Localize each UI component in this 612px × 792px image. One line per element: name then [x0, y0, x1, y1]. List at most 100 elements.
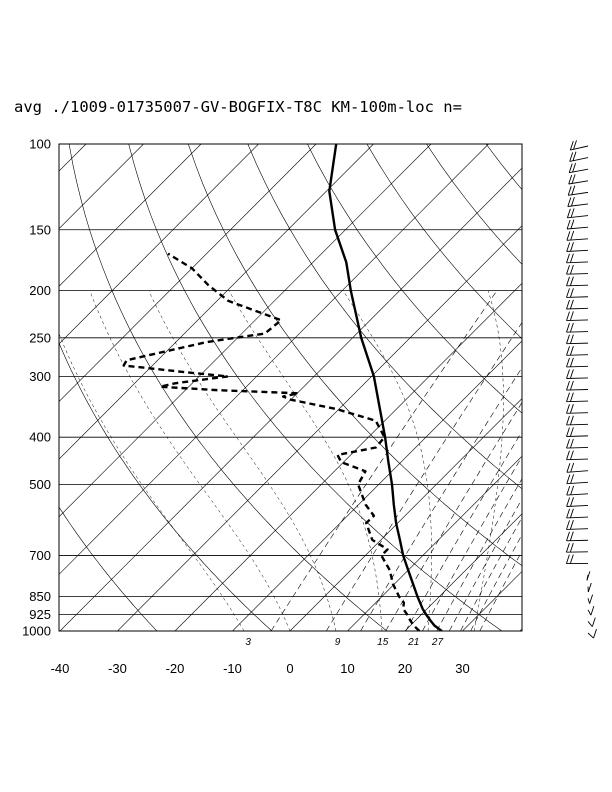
- wind-barb: [566, 520, 589, 530]
- temperature-tick-label: 30: [455, 661, 469, 676]
- isotherm-line: [519, 628, 522, 631]
- temperature-tick-label: -30: [108, 661, 127, 676]
- moist-adiabat-line: [228, 290, 383, 631]
- wind-barb-staff: [568, 180, 589, 185]
- wind-barb: [587, 617, 596, 627]
- wind-barb-feather: [569, 554, 574, 564]
- wind-barb-feather: [590, 605, 595, 616]
- wind-barb-feather: [570, 219, 575, 229]
- wind-barb-feather: [569, 508, 574, 518]
- isotherm-line: [347, 455, 522, 631]
- mixing-ratio-line: [449, 498, 522, 631]
- dewpoint-profile-line: [122, 252, 421, 631]
- wind-barb: [566, 219, 589, 230]
- mixing-ratio-line: [270, 290, 498, 631]
- pressure-axis-labels: 100 150 200 250 300 400 500 700 850 925 1000: [22, 137, 51, 639]
- wind-barb-feather: [569, 438, 574, 449]
- wind-barb: [566, 450, 589, 461]
- wind-barb-feather: [566, 438, 570, 449]
- wind-barb-feather: [569, 264, 574, 275]
- pressure-tick-label: 200: [29, 283, 51, 298]
- wind-barb-feather: [569, 299, 574, 309]
- wind-barb-feather: [566, 334, 570, 344]
- wind-barb-staff: [569, 168, 589, 174]
- wind-barb-feather: [566, 450, 570, 460]
- wind-barb-feather: [572, 162, 577, 173]
- wind-barb-feather: [569, 322, 574, 333]
- moist-adiabat-line: [342, 290, 432, 631]
- moist-adiabat-lines: [59, 290, 504, 631]
- wind-barb-staff: [566, 377, 589, 379]
- wind-barb-feather: [566, 415, 570, 426]
- pressure-tick-label: 100: [29, 137, 51, 152]
- dry-adiabat-line: [485, 144, 522, 191]
- wind-barb-feather: [566, 288, 570, 298]
- wind-barb-feather: [569, 392, 574, 402]
- wind-barb-staff: [566, 238, 589, 241]
- mixing-ratio-line: [436, 478, 522, 631]
- wind-barb: [569, 151, 589, 162]
- wind-barb: [566, 208, 589, 219]
- wind-barb: [566, 438, 589, 449]
- wind-barb-feather: [566, 531, 570, 541]
- wind-barb: [566, 346, 589, 356]
- wind-barb-staff: [566, 412, 589, 414]
- wind-barb: [566, 474, 589, 485]
- wind-barb: [565, 554, 589, 565]
- wind-barb-feather: [570, 196, 575, 207]
- wind-barb-feather: [569, 542, 574, 553]
- wind-barb-staff: [566, 389, 589, 391]
- wind-barb-feather: [569, 357, 574, 367]
- wind-barb-feather: [569, 520, 574, 530]
- wind-barb: [568, 162, 589, 174]
- wind-barb-feather: [566, 474, 571, 484]
- wind-barb: [566, 311, 589, 322]
- wind-barb: [566, 404, 589, 414]
- wind-barb-feather: [566, 463, 571, 473]
- wind-barb-staff: [566, 261, 589, 264]
- wind-barb-feather: [568, 163, 573, 173]
- wind-barb-feather: [572, 151, 577, 161]
- wind-barb-staff: [567, 226, 589, 230]
- wind-barb-feather: [570, 230, 575, 241]
- isotherm-line: [59, 144, 259, 345]
- wind-barb-staff: [566, 470, 589, 473]
- wind-barb-staff: [566, 249, 589, 252]
- wind-barb-feather: [571, 185, 576, 195]
- pressure-tick-label: 1000: [22, 624, 51, 639]
- wind-barb-feather: [570, 497, 574, 507]
- wind-barb-feather: [569, 380, 574, 391]
- wind-barb-feather: [566, 427, 570, 437]
- wind-barb: [566, 334, 589, 345]
- wind-barb-feather: [566, 346, 570, 356]
- wind-barb-feather: [570, 242, 574, 252]
- moist-adiabat-line: [148, 290, 337, 631]
- mixing-ratio-line: [470, 534, 522, 631]
- wind-barb-staff: [566, 284, 589, 287]
- wind-barb-feather: [566, 323, 570, 333]
- wind-barb-staff: [566, 528, 589, 530]
- wind-barb-feather: [565, 543, 570, 553]
- wind-barb-staff: [566, 481, 589, 485]
- wind-barb-feather: [566, 299, 570, 310]
- wind-barb: [566, 276, 589, 287]
- wind-barb-feather: [566, 219, 571, 230]
- wind-barb-feather: [566, 497, 571, 507]
- wind-barb-staff: [566, 296, 589, 298]
- isotherm-line: [117, 225, 522, 631]
- wind-barb-staff: [567, 203, 589, 207]
- wind-barb-feather: [566, 380, 570, 391]
- mixing-ratio-label: 27: [431, 637, 444, 648]
- mixing-ratio-lines: [270, 290, 522, 631]
- dry-adiabat-line: [426, 144, 522, 265]
- wind-barb-feather: [569, 346, 574, 356]
- wind-barb-staff: [566, 354, 589, 356]
- wind-barb-staff: [568, 191, 589, 196]
- wind-barb: [566, 357, 589, 368]
- pressure-tick-label: 850: [29, 589, 51, 604]
- mixing-ratio-label: 21: [407, 637, 419, 648]
- wind-barb-feather: [567, 186, 572, 196]
- temperature-tick-label: -40: [51, 661, 70, 676]
- wind-barb-feather: [566, 242, 571, 252]
- temperature-tick-label: 0: [286, 661, 293, 676]
